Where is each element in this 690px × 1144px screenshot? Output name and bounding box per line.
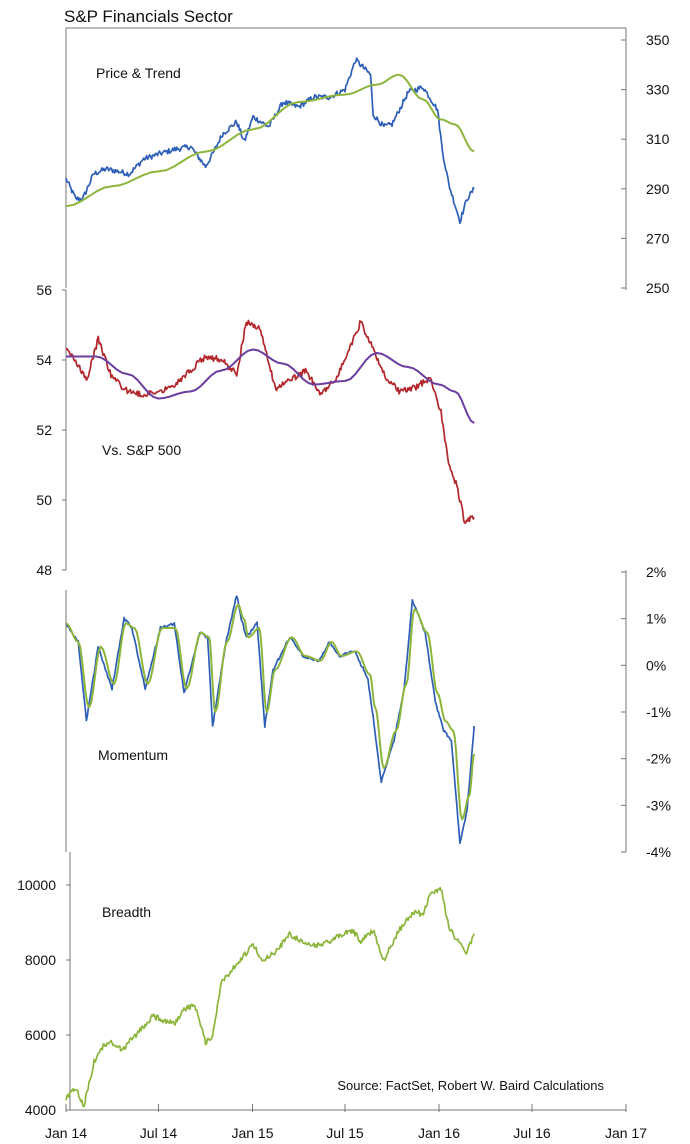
series-line-blue (65, 57, 475, 225)
panel-label: Vs. S&P 500 (102, 442, 181, 458)
series-line-purple (66, 348, 475, 424)
y-tick-label: -4% (646, 844, 671, 860)
y-tick-label: 56 (36, 282, 52, 298)
y-tick-label: 54 (36, 352, 52, 368)
x-tick-label: Jan 15 (231, 1125, 273, 1141)
y-tick-label: 52 (36, 422, 52, 438)
axis-ticks: 350 330 310 290 270 250 56 54 52 50 48 2% 1% 0% -1% -2%… (17, 32, 671, 1141)
y-tick-label: 250 (646, 280, 670, 296)
source-note: Source: FactSet, Robert W. Baird Calcula… (337, 1078, 604, 1093)
y-tick-label: 2% (646, 564, 666, 580)
x-tick-label: Jul 14 (140, 1125, 178, 1141)
y-tick-label: 350 (646, 32, 670, 48)
y-tick-label: 1% (646, 611, 666, 627)
y-tick-label: 310 (646, 131, 670, 147)
y-tick-label: 50 (36, 492, 52, 508)
chart-title: S&P Financials Sector (64, 7, 233, 26)
y-tick-label: 6000 (25, 1027, 56, 1043)
y-tick-label: 4000 (25, 1102, 56, 1118)
panel-label: Breadth (102, 904, 151, 920)
panel-frames (65, 27, 627, 1111)
series-line-green (65, 603, 476, 821)
y-tick-label: 10000 (17, 877, 56, 893)
x-tick-label: Jan 17 (605, 1125, 647, 1141)
y-tick-label: 330 (646, 82, 670, 98)
y-tick-label: 0% (646, 657, 666, 673)
x-tick-label: Jan 16 (418, 1125, 460, 1141)
y-tick-label: 8000 (25, 952, 56, 968)
y-tick-label: 48 (36, 562, 52, 578)
panel-label: Price & Trend (96, 65, 181, 81)
series-line-red (65, 319, 475, 524)
series-lines (65, 57, 476, 1108)
series-line-blue (65, 595, 476, 845)
x-tick-label: Jul 15 (326, 1125, 364, 1141)
panel-labels: Price & Trend Vs. S&P 500 Momentum Breadth S… (96, 65, 604, 1093)
y-tick-label: -3% (646, 797, 671, 813)
panel-label: Momentum (98, 747, 168, 763)
series-line-green (65, 886, 475, 1108)
y-tick-label: 270 (646, 230, 670, 246)
x-tick-label: Jan 14 (45, 1125, 87, 1141)
y-tick-label: 290 (646, 181, 670, 197)
y-tick-label: -2% (646, 751, 671, 767)
y-tick-label: -1% (646, 704, 671, 720)
series-line-green (65, 73, 475, 208)
x-tick-label: Jul 16 (513, 1125, 551, 1141)
